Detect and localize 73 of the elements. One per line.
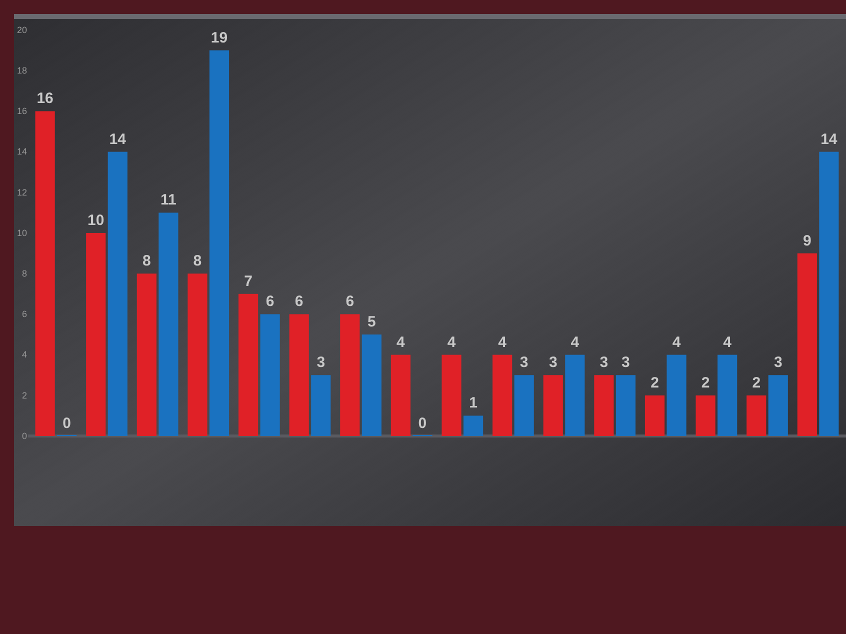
bar	[492, 354, 512, 436]
bar	[188, 274, 208, 436]
bar	[797, 253, 817, 436]
data-label: 0	[418, 415, 427, 432]
data-label: 14	[820, 130, 838, 148]
bar	[158, 212, 178, 436]
data-label: 8	[142, 252, 151, 270]
bar	[644, 395, 665, 436]
data-label: 16	[36, 90, 54, 108]
y-tick-label: 8	[22, 268, 27, 278]
bar	[514, 375, 534, 436]
y-tick-label: 14	[16, 146, 27, 157]
data-label: 2	[752, 374, 761, 392]
data-label: 3	[622, 354, 630, 372]
data-label: 4	[723, 334, 732, 351]
data-label: 0	[62, 415, 72, 432]
bar	[340, 314, 360, 436]
data-label: 8	[193, 252, 202, 270]
data-label: 3	[520, 354, 528, 372]
data-label: 6	[346, 293, 354, 310]
data-label: 3	[548, 354, 558, 372]
y-tick-label: 12	[16, 187, 27, 198]
bar	[108, 152, 128, 436]
bar	[86, 233, 106, 436]
data-label: 19	[210, 29, 228, 46]
y-tick-label: 18	[16, 65, 27, 76]
data-label: 14	[109, 130, 127, 148]
data-label: 9	[802, 232, 812, 250]
data-label: 4	[447, 334, 456, 351]
bar	[390, 354, 411, 436]
bar	[819, 152, 839, 436]
y-tick-label: 10	[16, 228, 27, 238]
bar	[768, 375, 788, 436]
bar	[238, 294, 258, 436]
data-label: 3	[774, 354, 782, 372]
data-label: 1	[469, 394, 478, 412]
bar	[311, 375, 331, 436]
bar	[543, 375, 563, 436]
data-label: 11	[160, 192, 176, 209]
y-tick-label: 4	[22, 350, 27, 360]
bar	[136, 274, 156, 436]
y-tick-label: 6	[22, 309, 27, 320]
data-label: 6	[294, 293, 304, 310]
bar	[666, 354, 686, 436]
bar	[209, 50, 230, 436]
bar	[746, 395, 766, 436]
y-tick-label: 20	[16, 24, 27, 35]
data-label: 4	[396, 334, 406, 351]
bar	[442, 354, 462, 436]
data-label: 7	[244, 272, 252, 290]
bar	[35, 111, 55, 436]
y-tick-label: 0	[22, 430, 27, 441]
data-label: 3	[316, 354, 326, 372]
bar	[616, 375, 636, 436]
data-label: 4	[570, 334, 580, 351]
bar	[289, 314, 309, 436]
bar	[260, 314, 280, 436]
data-label: 2	[701, 374, 710, 392]
y-tick-label: 16	[16, 106, 27, 116]
data-label: 4	[672, 334, 682, 351]
y-tick-label: 2	[22, 390, 27, 400]
bar	[362, 334, 382, 436]
bar	[718, 354, 738, 436]
data-label: 6	[266, 293, 274, 310]
bar	[696, 395, 716, 436]
bar	[594, 375, 614, 436]
bar	[565, 354, 585, 436]
data-label: 4	[498, 334, 508, 351]
bar	[463, 416, 484, 436]
data-label: 5	[368, 314, 376, 330]
data-label: 3	[600, 354, 608, 372]
data-label: 10	[88, 212, 104, 229]
data-label: 2	[650, 374, 659, 392]
